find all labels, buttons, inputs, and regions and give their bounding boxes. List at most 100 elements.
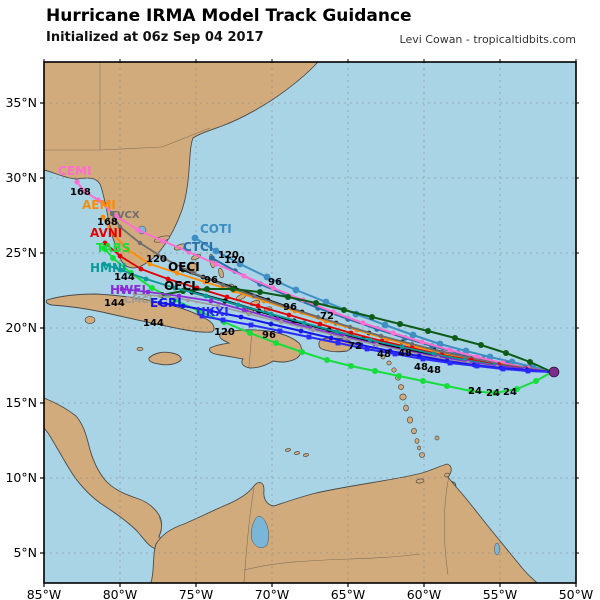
track-marker-EGRI — [157, 300, 163, 306]
x-tick-label: 65°W — [331, 587, 366, 600]
forecast-hour-label: 48 — [377, 349, 391, 360]
y-tick-label: 20°N — [5, 320, 37, 335]
model-label-HMNI: HMNI — [90, 261, 127, 275]
track-marker-AEMI — [202, 279, 208, 285]
island — [303, 453, 309, 457]
track-marker-HMNI — [172, 285, 178, 291]
forecast-hour-label: 120 — [214, 327, 235, 338]
track-marker-HMNI — [334, 329, 340, 335]
political-border — [248, 330, 253, 368]
track-marker-EGRI — [328, 335, 334, 341]
track-marker-EGRI — [238, 314, 244, 320]
forecast-hour-label: 96 — [283, 302, 297, 313]
track-marker-TABS — [149, 285, 155, 291]
track-marker-TVCX — [117, 224, 123, 230]
landmass — [209, 329, 302, 369]
track-marker-TVCX — [378, 333, 384, 339]
track-marker-TABD — [204, 286, 210, 292]
track-marker-UKXI — [392, 351, 398, 357]
track-marker-TABS — [247, 330, 253, 336]
track-marker-UKXI — [248, 322, 254, 328]
track-marker-COTI — [409, 331, 417, 339]
x-tick-label: 85°W — [27, 587, 62, 600]
track-marker-AVNI — [317, 321, 323, 327]
track-marker-CTCI — [209, 255, 215, 261]
y-tick-label: 10°N — [5, 470, 37, 485]
track-marker-TVCX — [283, 304, 289, 310]
track-marker-EGRI — [180, 303, 186, 309]
track-marker-CMCI — [310, 327, 316, 333]
track-marker-TABS — [101, 245, 107, 251]
track-marker-HWFI — [119, 286, 125, 292]
island — [434, 435, 440, 441]
track-marker-CEMI — [186, 249, 192, 255]
track-marker-AVNI — [255, 303, 261, 309]
model-label-CEMI: CEMI — [58, 164, 91, 178]
track-marker-HMNI — [367, 337, 373, 343]
track-marker-HMNI — [268, 311, 274, 317]
model-label-AVNI: AVNI — [90, 226, 122, 240]
track-marker-TABS — [348, 363, 354, 369]
track-marker-UKXI — [364, 346, 370, 352]
track-marker-TABD — [369, 314, 375, 320]
track-marker-CEMI — [360, 320, 366, 326]
model-label-OFCL: OFCL — [164, 279, 199, 293]
track-marker-TABD — [425, 328, 431, 334]
island — [444, 472, 450, 478]
track-marker-TVCX — [220, 282, 226, 288]
forecast-hour-label: 72 — [320, 311, 334, 322]
political-border — [157, 516, 162, 539]
island — [218, 267, 224, 279]
forecast-hour-label: 96 — [204, 275, 218, 286]
init-time-subtitle: Initialized at 06z Sep 04 2017 — [46, 30, 264, 45]
track-marker-COTI — [191, 234, 199, 242]
track-marker-TVCX — [109, 211, 115, 217]
island — [391, 367, 397, 373]
y-tick-label: 25°N — [5, 245, 37, 260]
forecast-hour-label: 120 — [224, 255, 245, 266]
island — [380, 354, 386, 360]
track-marker-TABS — [420, 378, 426, 384]
island — [294, 451, 300, 455]
track-line-HMNI — [103, 263, 553, 373]
island — [419, 452, 425, 458]
track-marker-TABD — [341, 307, 347, 313]
track-marker-COTI — [236, 260, 244, 268]
track-marker-CEMI — [419, 339, 425, 345]
track-marker-UKXI — [220, 317, 226, 323]
track-marker-UKXI — [420, 356, 426, 362]
forecast-hour-label: 48 — [427, 365, 441, 376]
landmass — [45, 293, 215, 333]
island — [84, 316, 96, 324]
track-marker-HMNI — [235, 302, 241, 308]
track-marker-TVCX — [409, 341, 415, 347]
political-border — [243, 553, 421, 571]
political-border — [161, 127, 211, 148]
track-marker-CEMI — [447, 347, 453, 353]
x-tick-label: 80°W — [103, 587, 138, 600]
track-marker-CMCI — [246, 311, 252, 317]
y-tick-label: 5°N — [13, 545, 37, 560]
track-marker-AEMI — [125, 247, 131, 253]
x-tick-label: 70°W — [255, 587, 290, 600]
track-marker-TVCX — [162, 256, 168, 262]
island — [399, 393, 407, 401]
track-marker-TVCX — [137, 240, 143, 246]
track-marker-TABS — [372, 368, 378, 374]
track-marker-CEMI — [270, 285, 276, 291]
track-marker-AEMI — [100, 214, 106, 220]
island — [415, 478, 425, 484]
track-marker-TVCX — [190, 270, 196, 276]
model-label-TABS: TABS — [96, 241, 130, 255]
track-marker-AVNI — [117, 253, 123, 259]
track-marker-UKXI — [525, 368, 531, 374]
model-label-UKXI: UKXI — [196, 305, 229, 319]
x-tick-label: 75°W — [179, 587, 214, 600]
track-marker-EGRI — [268, 321, 274, 327]
x-tick-label: 55°W — [483, 587, 518, 600]
track-marker-HMNI — [301, 320, 307, 326]
track-marker-HWFI — [241, 307, 247, 313]
track-marker-CEMI — [95, 197, 101, 203]
track-marker-CEMI — [81, 188, 87, 194]
